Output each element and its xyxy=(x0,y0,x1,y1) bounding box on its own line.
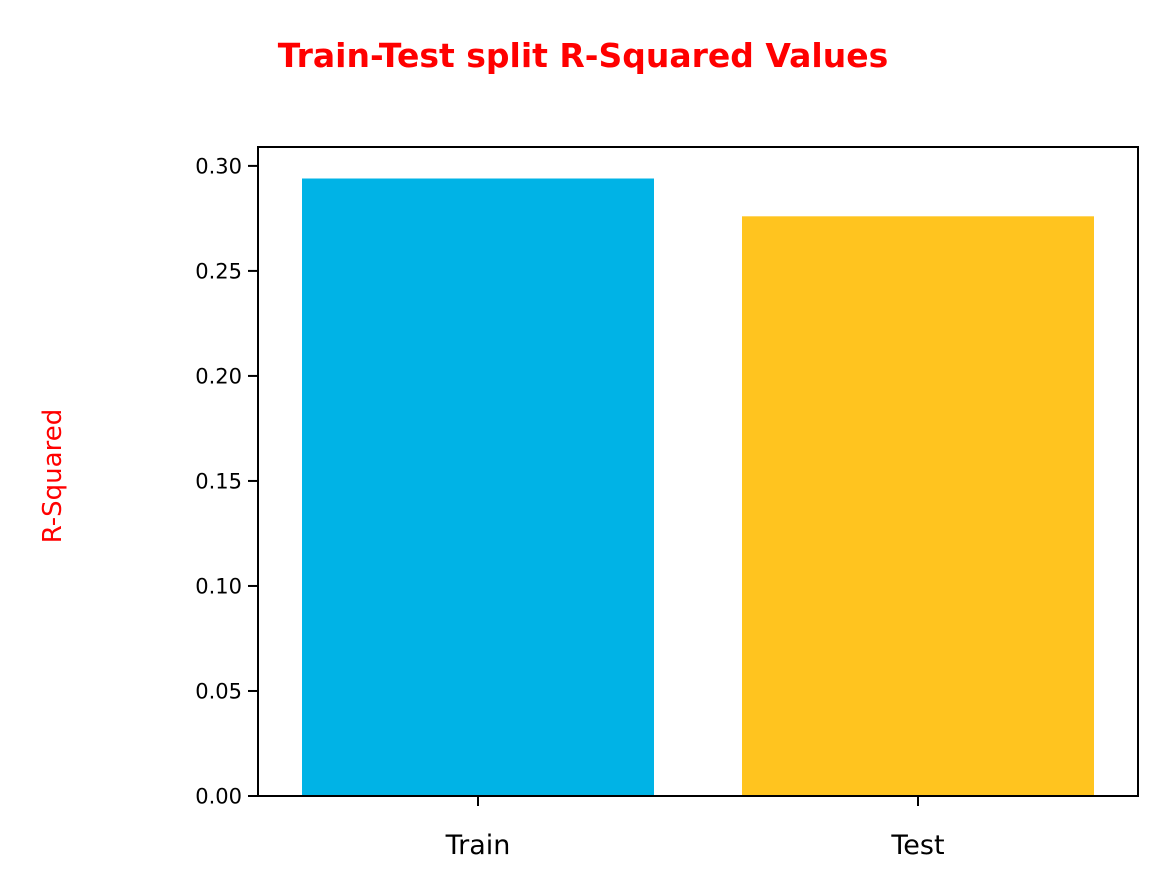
plot-frame xyxy=(257,146,1139,797)
chart-title: Train-Test split R-Squared Values xyxy=(278,36,889,75)
y-tick-label: 0.20 xyxy=(195,364,242,388)
bar-test xyxy=(742,216,1094,797)
y-tick-label: 0.00 xyxy=(195,784,242,808)
y-axis-label: R-Squared xyxy=(38,409,68,543)
y-tick-label: 0.05 xyxy=(195,679,242,703)
x-axis-ticks: Train Test xyxy=(445,796,945,861)
bar-train xyxy=(302,178,654,796)
x-tick-label-test: Test xyxy=(890,830,944,861)
y-tick-label: 0.30 xyxy=(195,154,242,178)
x-tick-label-train: Train xyxy=(445,830,511,861)
y-axis-ticks: 0.00 0.05 0.10 0.15 0.20 0.25 0.30 xyxy=(195,154,258,808)
y-tick-label: 0.10 xyxy=(195,574,242,598)
bars-group xyxy=(302,178,1094,797)
y-tick-label: 0.25 xyxy=(195,259,242,283)
y-tick-label: 0.15 xyxy=(195,469,242,493)
